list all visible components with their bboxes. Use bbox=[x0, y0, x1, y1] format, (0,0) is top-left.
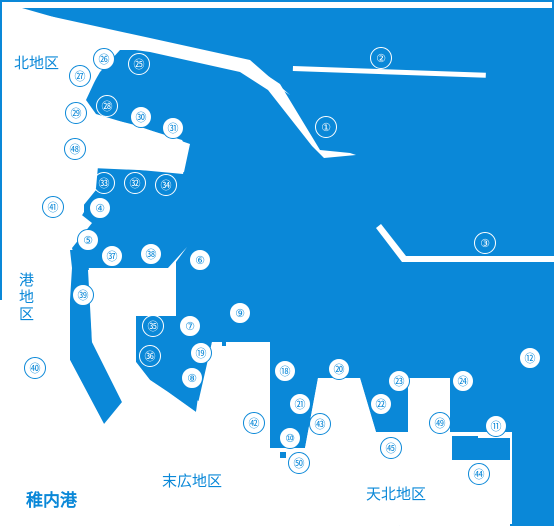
berth-24[interactable]: ㉔ bbox=[452, 370, 474, 392]
district-north: 北地区 bbox=[14, 54, 60, 72]
berth-21[interactable]: ㉑ bbox=[289, 393, 311, 415]
berth-20[interactable]: ⑳ bbox=[328, 358, 350, 380]
district-suehiro: 末広地区 bbox=[162, 472, 223, 490]
jetty-9 bbox=[222, 296, 226, 346]
berth-29[interactable]: ㉙ bbox=[65, 102, 87, 124]
berth-1[interactable]: ① bbox=[315, 116, 337, 138]
berth-37[interactable]: ㊲ bbox=[101, 245, 123, 267]
basin-east bbox=[452, 436, 510, 460]
berth-34[interactable]: ㉞ bbox=[155, 174, 177, 196]
jetty-10 bbox=[280, 452, 286, 458]
berth-30[interactable]: ㉚ bbox=[130, 106, 152, 128]
berth-4[interactable]: ④ bbox=[89, 197, 111, 219]
berth-41[interactable]: ㊶ bbox=[42, 196, 64, 218]
berth-35[interactable]: ㉟ bbox=[142, 315, 164, 337]
berth-8[interactable]: ⑧ bbox=[181, 367, 203, 389]
berth-40[interactable]: ㊵ bbox=[24, 357, 46, 379]
berth-23[interactable]: ㉓ bbox=[388, 370, 410, 392]
berth-38[interactable]: ㊳ bbox=[140, 243, 162, 265]
breakwater-2 bbox=[292, 66, 486, 78]
berth-36[interactable]: ㊱ bbox=[139, 345, 161, 367]
berth-26[interactable]: ㉖ bbox=[93, 48, 115, 70]
berth-32[interactable]: ㉜ bbox=[124, 172, 146, 194]
berth-48[interactable]: ㊽ bbox=[64, 138, 86, 160]
berth-42[interactable]: ㊷ bbox=[243, 412, 265, 434]
berth-22[interactable]: ㉒ bbox=[370, 393, 392, 415]
berth-10[interactable]: ⑩ bbox=[279, 427, 301, 449]
district-port: 港地区 bbox=[17, 272, 35, 323]
port-title: 稚内港 bbox=[26, 491, 77, 511]
berth-12[interactable]: ⑫ bbox=[519, 347, 541, 369]
land-north-block bbox=[22, 8, 356, 300]
berth-49[interactable]: ㊾ bbox=[429, 412, 451, 434]
berth-11[interactable]: ⑪ bbox=[485, 415, 507, 437]
breakwater-3 bbox=[376, 224, 554, 262]
land-tenpoku bbox=[360, 378, 510, 526]
berth-25[interactable]: ㉕ bbox=[128, 53, 150, 75]
berth-45[interactable]: ㊺ bbox=[380, 437, 402, 459]
berth-19[interactable]: ⑲ bbox=[190, 342, 212, 364]
berth-31[interactable]: ㉛ bbox=[162, 117, 184, 139]
berth-9[interactable]: ⑨ bbox=[229, 302, 251, 324]
pier-12 bbox=[512, 340, 554, 526]
berth-28[interactable]: ㉘ bbox=[96, 95, 118, 117]
harbor-water bbox=[22, 8, 554, 526]
berth-27[interactable]: ㉗ bbox=[69, 65, 91, 87]
berth-6[interactable]: ⑥ bbox=[189, 249, 211, 271]
berth-2[interactable]: ② bbox=[370, 47, 392, 69]
berth-33[interactable]: ㉝ bbox=[93, 172, 115, 194]
berth-50[interactable]: ㊿ bbox=[288, 452, 310, 474]
land-suehiro bbox=[88, 262, 376, 470]
berth-39[interactable]: ㊴ bbox=[72, 284, 94, 306]
berth-3[interactable]: ③ bbox=[474, 232, 496, 254]
berth-43[interactable]: ㊸ bbox=[309, 413, 331, 435]
berth-18[interactable]: ⑱ bbox=[274, 360, 296, 382]
berth-7[interactable]: ⑦ bbox=[179, 315, 201, 337]
berth-44[interactable]: ㊹ bbox=[468, 463, 490, 485]
basin-central bbox=[136, 316, 200, 412]
berth-5[interactable]: ⑤ bbox=[77, 229, 99, 251]
district-tenpoku: 天北地区 bbox=[366, 485, 427, 503]
